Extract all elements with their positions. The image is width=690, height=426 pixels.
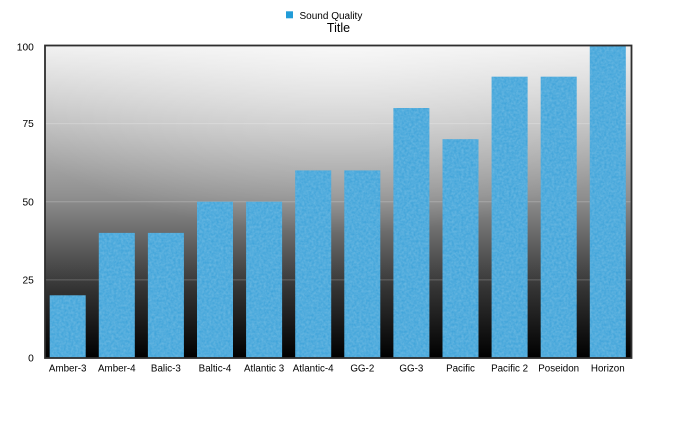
svg-text:25: 25 <box>22 276 34 287</box>
svg-text:Pacific: Pacific <box>446 364 475 375</box>
svg-text:Horizon: Horizon <box>591 364 625 375</box>
svg-text:GG-3: GG-3 <box>399 364 424 375</box>
svg-text:Sound Quality: Sound Quality <box>300 11 363 22</box>
svg-text:0: 0 <box>28 354 34 365</box>
svg-text:Poseidon: Poseidon <box>538 364 579 375</box>
svg-text:GG-2: GG-2 <box>350 364 374 375</box>
svg-text:100: 100 <box>17 42 34 53</box>
svg-text:Balic-3: Balic-3 <box>151 364 181 375</box>
svg-text:Title: Title <box>327 21 350 35</box>
svg-text:50: 50 <box>22 197 34 208</box>
svg-text:Atlantic-4: Atlantic-4 <box>293 364 334 375</box>
svg-text:Baltic-4: Baltic-4 <box>199 364 232 375</box>
svg-text:Amber-3: Amber-3 <box>49 364 87 375</box>
svg-text:75: 75 <box>22 119 34 130</box>
svg-text:Atlantic 3: Atlantic 3 <box>244 364 285 375</box>
svg-text:Pacific 2: Pacific 2 <box>491 364 528 375</box>
svg-text:Amber-4: Amber-4 <box>98 364 136 375</box>
